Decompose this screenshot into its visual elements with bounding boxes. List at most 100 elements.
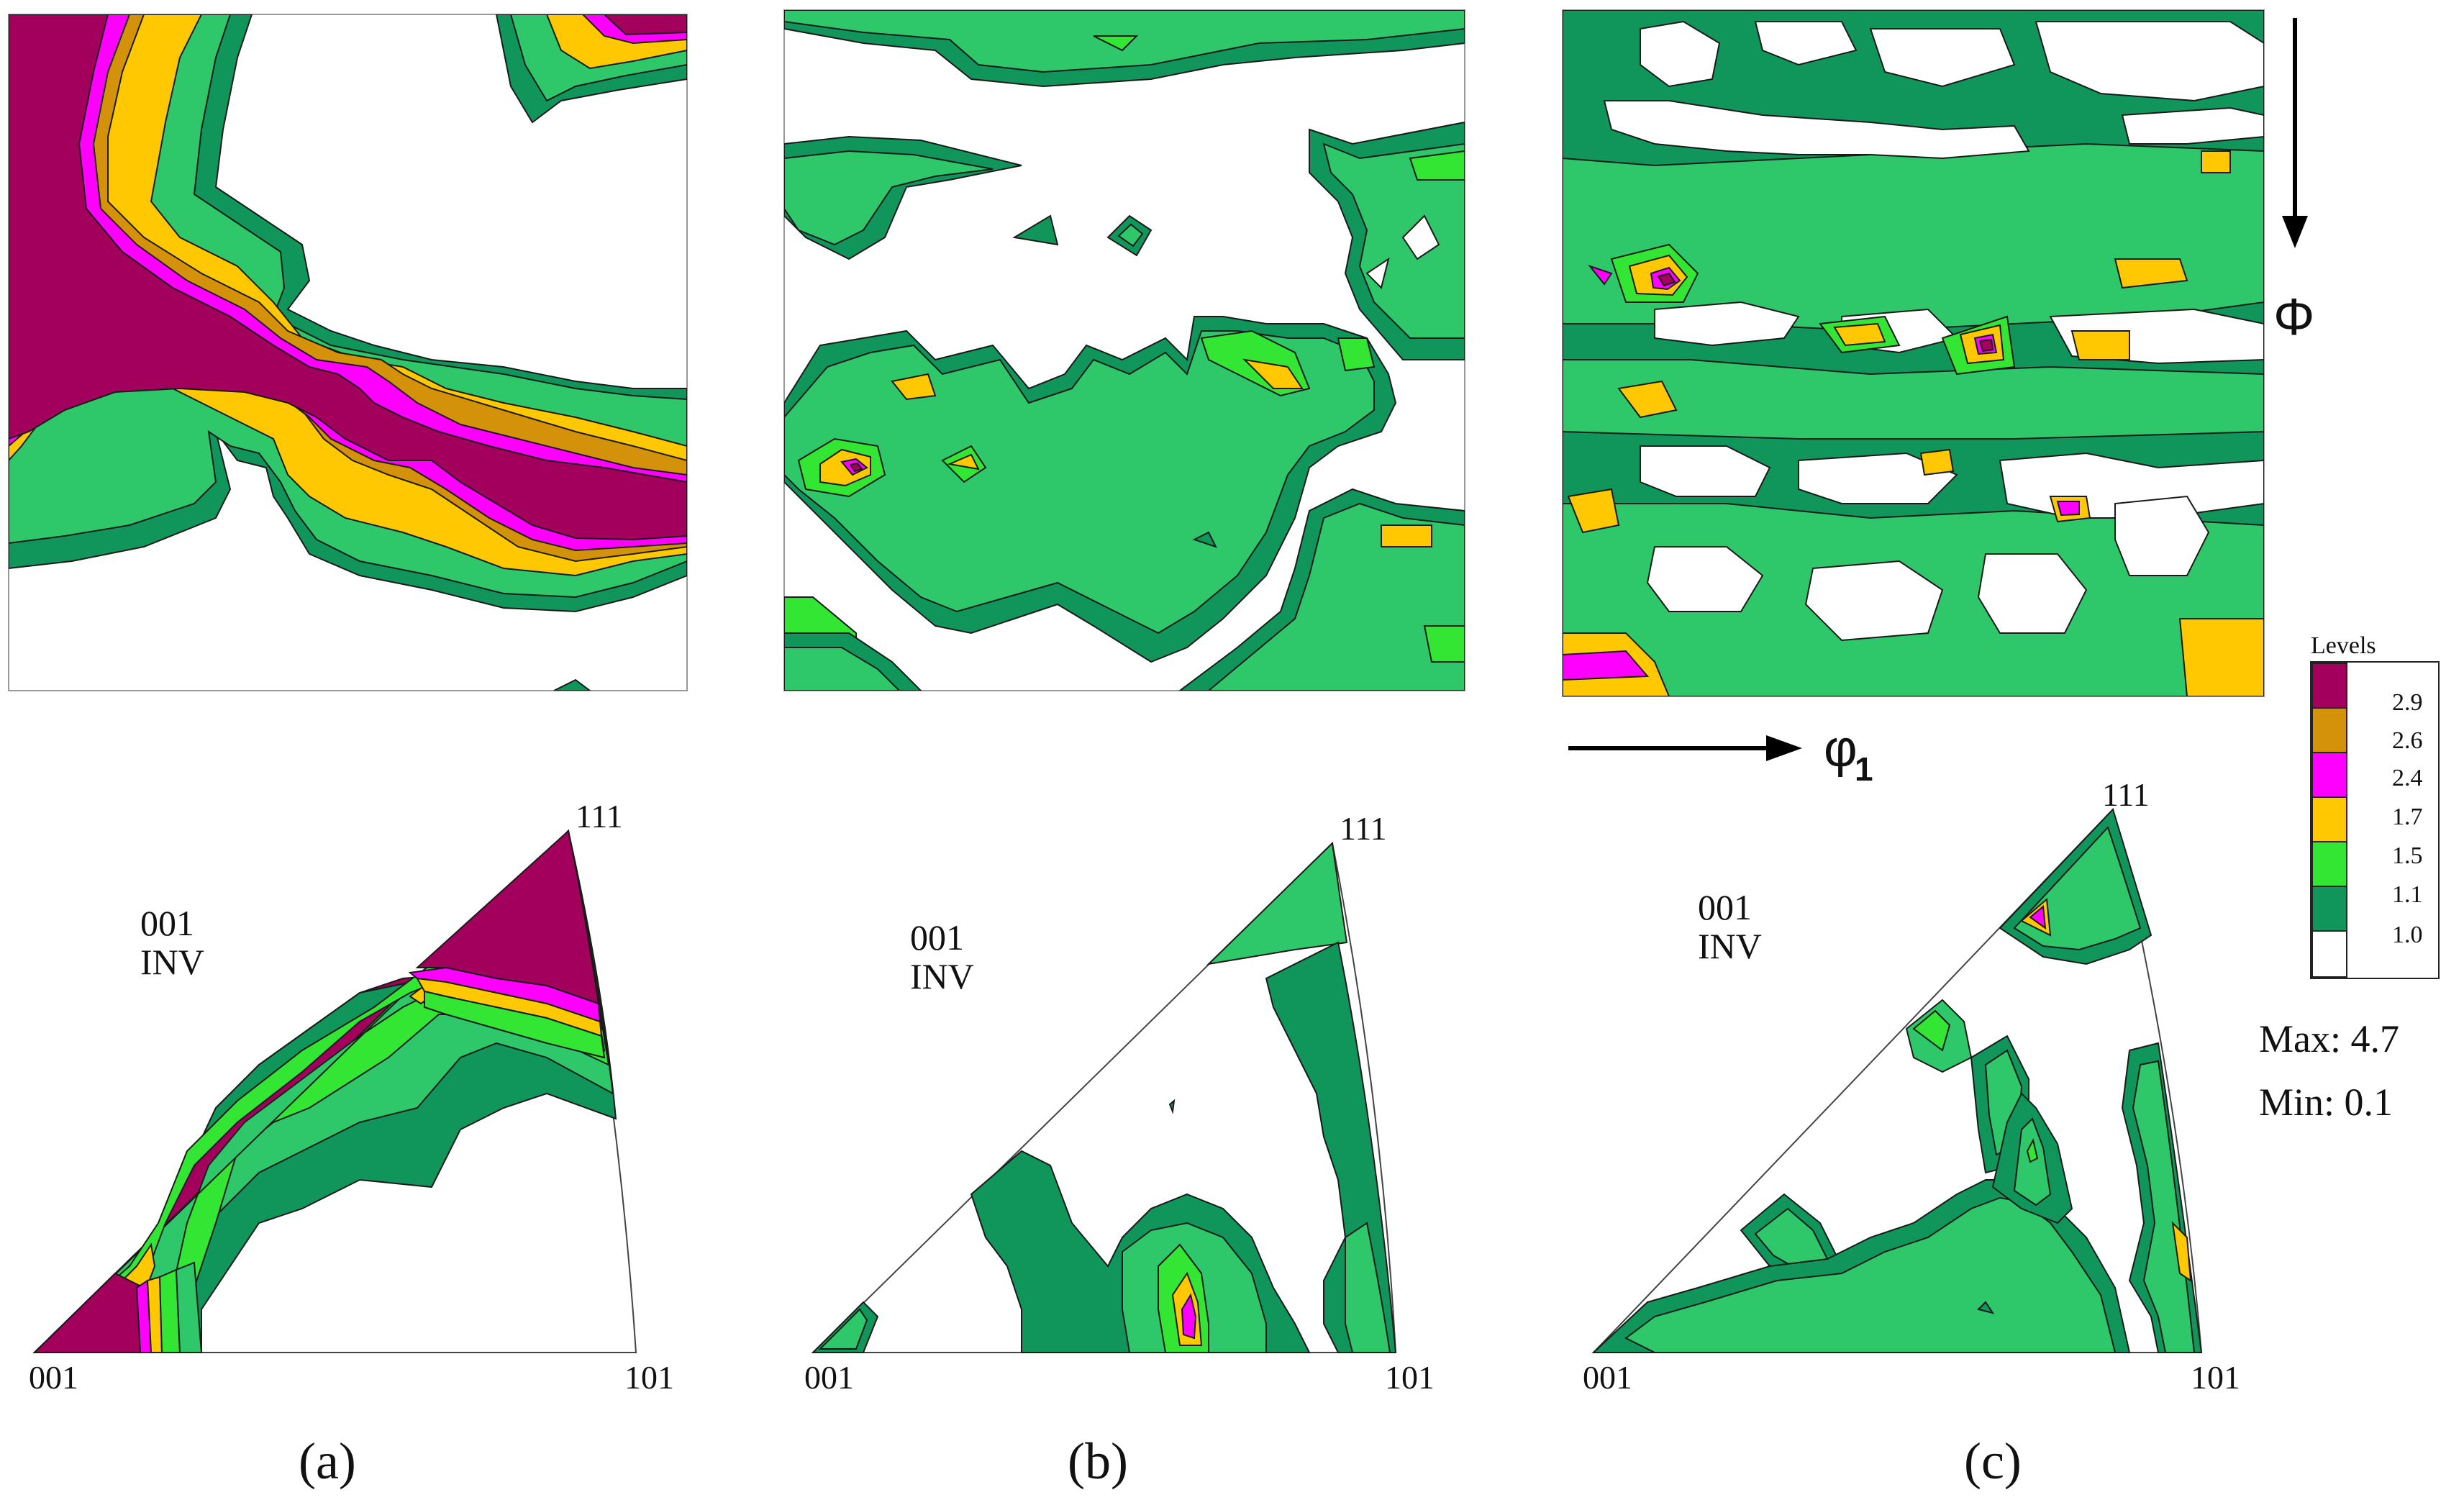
levels-legend: Levels 2.9 2.6 2.4 1.7 1.5 1.1 1.0 [2310, 632, 2440, 979]
contour-region [1617, 380, 1678, 419]
contour-region [1646, 546, 1764, 612]
contour-region [1365, 257, 1390, 289]
ipf-labels-a: 111 001 101 001 INV [29, 798, 674, 1396]
contour-region [1192, 531, 1217, 548]
contour-region [1588, 264, 1613, 286]
ipf-corner-111: 111 [1340, 810, 1387, 847]
contour-region [1181, 1293, 1197, 1340]
legend-level-2-6: 2.6 [2392, 727, 2423, 754]
legend-level-1-7: 1.7 [2392, 804, 2423, 830]
contour-region [9, 14, 687, 541]
contour-region [1912, 1009, 1951, 1052]
phi1-arrow-head [1766, 735, 1802, 761]
contour-region [175, 1261, 203, 1353]
ipf-corner-001: 001 [1583, 1359, 1632, 1396]
ipf-corner-111: 111 [2102, 776, 2150, 813]
contour-region [1754, 21, 1858, 66]
contour-region [2026, 1138, 2039, 1163]
contour-region [1624, 1196, 2117, 1353]
contour-region [1401, 214, 1440, 260]
contour-region [2178, 618, 2264, 696]
contour-region [818, 1308, 868, 1350]
panel-label-a: (a) [299, 1432, 356, 1490]
contour-region [1640, 445, 1771, 497]
contour-region [1563, 359, 2264, 440]
ipf-labels-c: 111 001 101 001 INV [1583, 776, 2240, 1396]
contour-region [1804, 560, 1944, 642]
legend-swatch-1-5 [2311, 841, 2347, 887]
contour-region [2013, 1117, 2052, 1206]
contour-region [553, 678, 591, 691]
ipf-corner-111: 111 [576, 798, 623, 835]
legend-swatch-1-7 [2311, 796, 2347, 842]
phi1-subscript: 1 [1855, 750, 1873, 788]
contour-region [784, 647, 901, 691]
contour-region [1563, 650, 1650, 681]
legend-swatch-2-6 [2311, 707, 2347, 753]
ipf-corner-001: 001 [29, 1359, 78, 1396]
contour-region [32, 1272, 145, 1353]
contour-region [1798, 452, 1958, 504]
ipf-corner-101: 101 [624, 1359, 674, 1396]
contour-region [1206, 841, 1348, 965]
contour-region [1869, 28, 2016, 88]
contour-region [1640, 20, 1721, 88]
contour-region [947, 453, 980, 471]
contour-region [811, 841, 1397, 1353]
contour-region [1207, 502, 1465, 691]
ipf-corner-001: 001 [804, 1359, 854, 1396]
contour-region [2201, 150, 2231, 173]
contour-region [1977, 553, 2088, 634]
phi1-label: φ [1824, 720, 1858, 778]
panel-label-b: (b) [1068, 1432, 1128, 1490]
contour-region [784, 150, 994, 246]
contour-region [1117, 223, 1144, 247]
contour-region [2114, 495, 2210, 576]
phi-axis: Φ [2273, 18, 2314, 346]
contour-region [2070, 330, 2130, 360]
ipf-corner-101: 101 [1385, 1359, 1435, 1396]
ipf-name-line1: 001 [1698, 887, 1752, 927]
contour-region [784, 330, 1375, 635]
ipf-triangle-b [811, 841, 1397, 1353]
ipf-name-line2: INV [1698, 926, 1762, 966]
legend-swatch-1-0 [2311, 930, 2347, 978]
legend-title: Levels [2311, 632, 2376, 659]
contour-region [2029, 905, 2047, 930]
legend-swatch-1-1 [2311, 886, 2347, 932]
ipf-name-line2: INV [140, 942, 204, 982]
contour-region [1242, 358, 1304, 389]
phi-arrow-head [2282, 216, 2308, 248]
contour-region [1423, 625, 1465, 663]
legend-level-1-1: 1.1 [2392, 881, 2423, 908]
legend-level-1-0: 1.0 [2392, 922, 2423, 948]
ipf-name-line2: INV [910, 956, 974, 996]
contour-region [2056, 501, 2080, 517]
max-value: Max: 4.7 [2259, 1017, 2399, 1060]
contour-region [1919, 448, 1955, 476]
ipf-triangle-a [32, 829, 637, 1353]
legend-level-2-9: 2.9 [2392, 689, 2423, 716]
contour-region [819, 448, 871, 487]
legend-level-1-5: 1.5 [2392, 842, 2423, 869]
legend-swatch-2-4 [2311, 752, 2347, 798]
contour-region [1603, 100, 2030, 160]
phi-label: Φ [2273, 288, 2314, 346]
contour-region [1409, 150, 1465, 181]
min-value: Min: 0.1 [2259, 1081, 2393, 1124]
contour-region [1322, 142, 1465, 339]
ipf-name-line1: 001 [140, 903, 194, 943]
contour-region [2035, 21, 2264, 102]
contour-region [1978, 338, 1994, 353]
ipf-triangle-c [1591, 807, 2203, 1353]
legend-swatch-2-9 [2311, 663, 2347, 709]
odf-section-b [783, 9, 1465, 691]
odf-section-c [1562, 9, 2265, 697]
contour-region [1833, 322, 1886, 347]
contour-region [1381, 524, 1432, 547]
contour-region [1337, 337, 1376, 372]
contour-region [424, 990, 606, 1059]
contour-region [1012, 214, 1059, 246]
contour-region [1168, 1099, 1176, 1114]
